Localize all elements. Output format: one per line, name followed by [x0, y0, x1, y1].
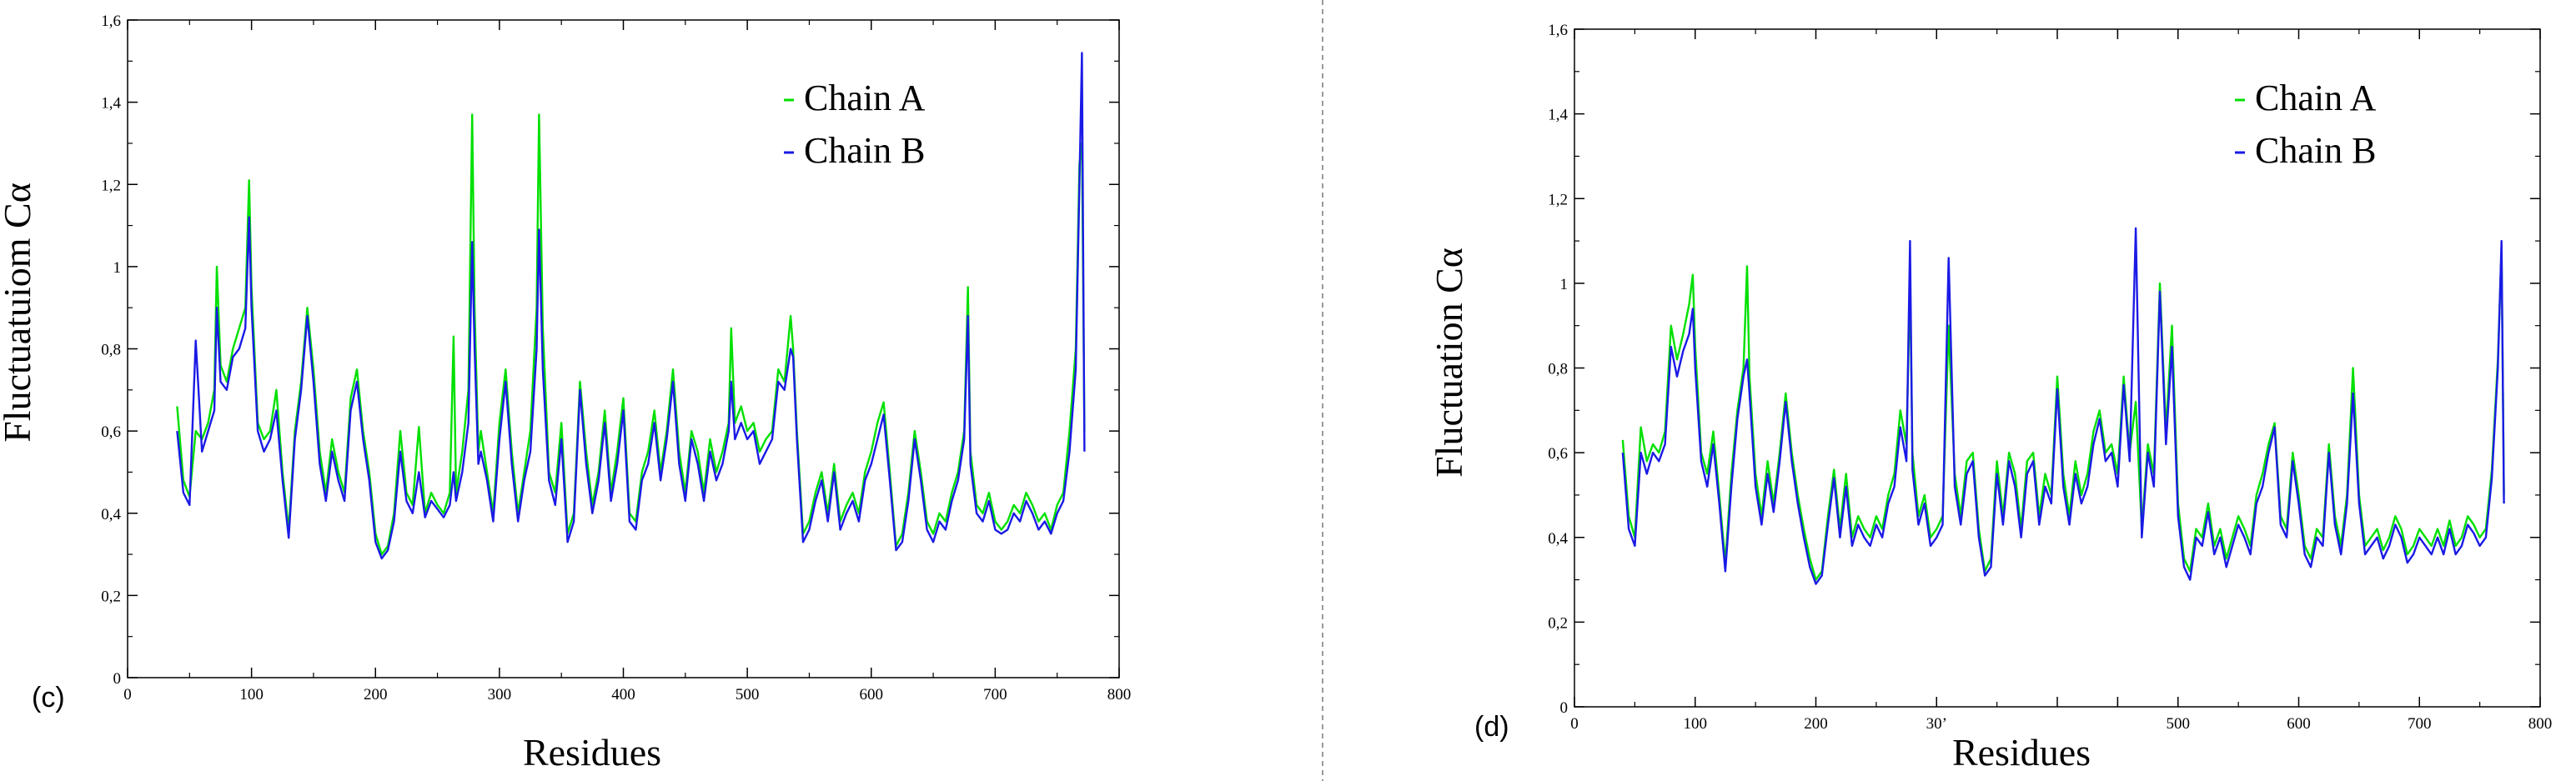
x-tick-label: 500 [2167, 715, 2191, 733]
y-axis-label: Fluctuatuiom Cα [0, 183, 38, 443]
x-tick-label: 200 [1804, 715, 1828, 733]
legend-label: Chain A [2255, 78, 2377, 118]
series-line-chain-b [1621, 227, 2505, 585]
x-axis-label: Residues [523, 731, 661, 773]
x-tick-label: 30’ [1926, 715, 1947, 733]
chart-panel-c: 0 0,2 0,4 0,6 0,8 1 1,2 1,4 1,6 0 100 200 300 400 500 6… [0, 13, 1131, 773]
y-tick-label: 1 [1560, 276, 1569, 293]
y-tick-label: 0,6 [101, 423, 121, 441]
y-tick-label: 0,2 [101, 588, 121, 605]
y-tick-label: 0,8 [101, 342, 121, 359]
y-tick-label: 1,2 [1548, 191, 1568, 208]
y-tick-label: 1,2 [101, 177, 121, 194]
series-line-chain-a [1621, 248, 2505, 581]
x-tick-label: 100 [1684, 715, 1708, 733]
plot-frame [1574, 28, 2541, 708]
y-tick-label: 1,4 [101, 95, 121, 113]
y-tick-label: 0,6 [1548, 445, 1568, 463]
y-tick-label: 0,4 [101, 506, 121, 523]
y-tick-label: 1 [113, 259, 122, 277]
x-tick-label: 800 [2528, 715, 2553, 733]
x-tick-label: 0 [123, 686, 132, 703]
y-tick-label: 0,8 [1548, 361, 1568, 378]
y-tick-label: 0 [113, 670, 122, 688]
y-tick-label: 0,2 [1548, 614, 1568, 632]
y-tick-label: 1,6 [101, 13, 121, 30]
x-tick-label: 400 [611, 686, 635, 703]
series-line-chain-b [176, 52, 1086, 560]
y-tick-label: 1,6 [1548, 22, 1568, 39]
x-tick-label: 0 [1570, 715, 1579, 733]
chart-panel-d: 0 0,2 0,4 0,6 0,8 1 1,2 1,4 1,6 0 100 200 30’ 500 600 7… [1428, 22, 2552, 773]
x-tick-label: 700 [2408, 715, 2432, 733]
x-tick-label: 500 [736, 686, 760, 703]
plot-frame [127, 19, 1120, 678]
series-line-chain-a [176, 113, 1086, 556]
legend-label: Chain B [2255, 130, 2376, 171]
x-tick-label: 800 [1107, 686, 1132, 703]
y-tick-label: 0 [1560, 699, 1569, 717]
x-tick-label: 600 [860, 686, 884, 703]
x-tick-label: 300 [488, 686, 512, 703]
legend-label: Chain B [804, 130, 925, 171]
x-tick-label: 700 [983, 686, 1007, 703]
y-axis-label: Fluctuation Cα [1428, 248, 1470, 478]
y-tick-label: 0,4 [1548, 530, 1568, 548]
y-tick-label: 1,4 [1548, 107, 1568, 124]
x-tick-label: 100 [239, 686, 264, 703]
panel-label: (c) [32, 682, 65, 713]
x-tick-label: 600 [2287, 715, 2311, 733]
x-tick-label: 200 [364, 686, 388, 703]
panel-label: (d) [1474, 711, 1509, 743]
legend-label: Chain A [804, 78, 926, 118]
x-axis-label: Residues [1952, 731, 2091, 773]
